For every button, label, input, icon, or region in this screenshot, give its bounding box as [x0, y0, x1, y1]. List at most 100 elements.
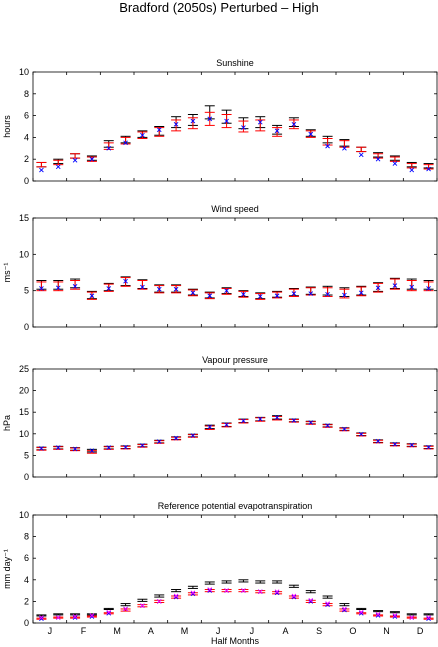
error-bar	[53, 281, 64, 292]
x-marker	[89, 448, 95, 453]
x-marker-stroke	[106, 286, 112, 291]
x-marker-stroke	[274, 590, 280, 596]
x-marker-stroke	[409, 442, 415, 448]
error-bar	[373, 610, 384, 613]
x-marker	[308, 599, 314, 604]
x-marker	[409, 442, 415, 448]
x-marker-stroke	[392, 613, 398, 618]
x-marker-stroke	[224, 588, 229, 593]
x-marker	[392, 614, 398, 619]
x-marker-stroke	[241, 125, 246, 130]
x-marker-stroke	[39, 286, 44, 291]
x-marker	[106, 145, 112, 151]
x-marker	[173, 286, 179, 292]
y-tick-label: 10	[19, 67, 29, 77]
series-2	[36, 416, 434, 454]
y-tick-label: 5	[24, 286, 29, 296]
x-marker	[358, 431, 364, 437]
x-marker-stroke	[140, 132, 145, 138]
x-marker	[89, 614, 95, 619]
x-marker-stroke	[72, 446, 78, 452]
x-marker-stroke	[342, 426, 347, 432]
x-marker-stroke	[291, 418, 297, 423]
x-marker	[39, 167, 44, 173]
error-bar	[36, 614, 47, 617]
x-marker-stroke	[156, 439, 162, 444]
x-marker-stroke	[274, 589, 280, 594]
x-marker	[274, 293, 280, 299]
x-marker	[224, 422, 229, 428]
x-marker-stroke	[241, 418, 246, 424]
x-marker-stroke	[241, 588, 246, 593]
x-marker-stroke	[190, 591, 196, 597]
x-marker	[358, 290, 364, 296]
x-marker	[72, 614, 78, 619]
x-marker	[55, 164, 61, 170]
plot-frame	[32, 368, 438, 478]
x-marker-stroke	[55, 615, 61, 620]
x-marker-stroke	[358, 152, 364, 158]
x-marker	[106, 610, 112, 616]
error-bar	[221, 287, 232, 295]
x-marker-stroke	[325, 291, 330, 297]
x-marker-stroke	[106, 609, 112, 615]
series-2	[36, 111, 434, 170]
y-tick-label: 10	[19, 429, 29, 439]
x-marker	[106, 286, 112, 291]
chart-panel-1: Sunshine 0 2 4 6 8 10 hours	[2, 58, 438, 186]
series-1	[36, 579, 434, 617]
x-marker-stroke	[291, 594, 297, 600]
x-marker-stroke	[392, 614, 398, 619]
error-bar	[70, 279, 81, 290]
y-tick-label: 4	[24, 575, 29, 585]
x-marker	[106, 609, 112, 615]
x-marker	[190, 591, 196, 597]
x-marker	[140, 603, 145, 609]
x-marker	[241, 588, 246, 593]
chart-panel-3: Vapour pressure 0 5 10 15 20 25 hPa	[2, 355, 438, 482]
error-bar	[423, 613, 434, 616]
x-marker-stroke	[173, 593, 179, 599]
x-marker-stroke	[274, 128, 280, 134]
x-marker-stroke	[89, 448, 95, 453]
x-marker	[342, 145, 347, 151]
y-axis-label: ms⁻¹	[2, 263, 12, 283]
error-bar	[221, 580, 232, 584]
error-bar	[406, 613, 417, 616]
x-marker	[207, 116, 213, 122]
x-tick-label: D	[417, 626, 424, 636]
x-marker	[325, 423, 330, 428]
error-bar	[389, 278, 400, 290]
x-marker	[123, 278, 128, 284]
x-marker	[325, 143, 330, 149]
x-marker-stroke	[308, 131, 314, 137]
x-marker	[173, 435, 179, 441]
error-bar	[272, 127, 283, 137]
x-marker	[156, 599, 162, 604]
x-marker-stroke	[257, 119, 263, 125]
x-marker	[308, 598, 314, 603]
x-marker	[39, 446, 44, 451]
x-tick-label: J	[48, 626, 53, 636]
x-marker-stroke	[72, 614, 78, 619]
x-marker-stroke	[55, 164, 61, 170]
y-axis-label: mm day⁻¹	[2, 549, 12, 589]
error-bar	[154, 127, 165, 137]
plot-frame	[32, 71, 438, 182]
series-3	[39, 278, 431, 299]
x-marker	[224, 588, 229, 593]
x-marker-stroke	[39, 615, 44, 620]
y-tick-label: 0	[24, 322, 29, 332]
series-1	[36, 276, 434, 300]
x-marker-stroke	[224, 288, 229, 293]
x-marker-stroke	[291, 593, 297, 599]
x-marker	[140, 132, 145, 138]
y-tick-label: 8	[24, 89, 29, 99]
x-marker	[241, 125, 246, 130]
x-tick-label: A	[148, 626, 154, 636]
x-marker-stroke	[106, 145, 112, 151]
error-bar	[103, 283, 114, 292]
y-tick-label: 15	[19, 213, 29, 223]
x-marker	[207, 293, 213, 299]
x-marker-stroke	[358, 290, 364, 296]
